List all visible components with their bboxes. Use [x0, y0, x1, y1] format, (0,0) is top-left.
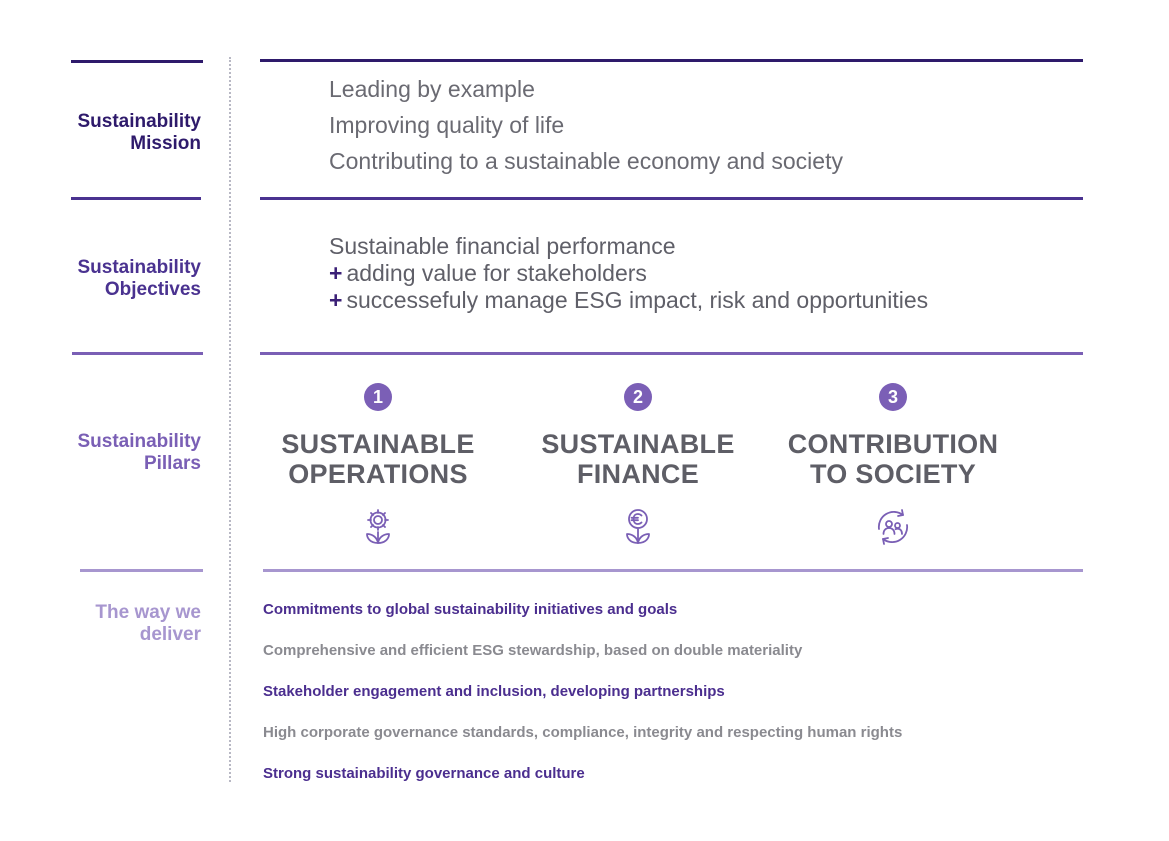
dotted-divider [229, 57, 231, 782]
pillar-contribution-to-society: 3 CONTRIBUTION TO SOCIETY [768, 383, 1018, 552]
pillar-number-badge: 1 [364, 383, 392, 411]
people-cycle-icon [877, 509, 909, 545]
mission-line-1: Leading by example [329, 76, 535, 102]
pillar-number-badge: 3 [879, 383, 907, 411]
pillar-title: SUSTAINABLE OPERATIONS [281, 429, 475, 489]
objective-line-3-text: successefuly manage ESG impact, risk and… [346, 287, 929, 313]
euro-plant-icon [626, 509, 650, 544]
pillars-label: Sustainability Pillars [77, 431, 201, 474]
mission-rule [260, 59, 1083, 62]
pillar-title: CONTRIBUTION TO SOCIETY [787, 429, 999, 489]
mission-left-rule [71, 60, 203, 63]
pillars-rule [260, 352, 1083, 355]
deliver-item-1: Commitments to global sustainability ini… [263, 601, 678, 618]
objective-line-2: + adding value for stakeholders [329, 260, 647, 287]
objectives-label: Sustainability Objectives [77, 257, 201, 300]
deliver-rule [263, 569, 1083, 572]
objective-line-3: + successefuly manage ESG impact, risk an… [329, 287, 928, 314]
objective-line-1: Sustainable financial performance [329, 233, 676, 259]
pillar-title: SUSTAINABLE FINANCE [541, 429, 735, 489]
deliver-item-4: High corporate governance standards, com… [263, 724, 903, 741]
objectives-rule [260, 197, 1083, 200]
pillars-left-rule [72, 352, 203, 355]
pillar-number-badge: 2 [624, 383, 652, 411]
deliver-item-5: Strong sustainability governance and cul… [263, 765, 585, 782]
plus-symbol: + [329, 260, 343, 286]
pillar-sustainable-operations: 1 SUSTAINABLE OPERATIONS [253, 383, 503, 552]
gear-plant-icon [366, 509, 390, 544]
objective-line-2-text: adding value for stakeholders [346, 260, 647, 286]
deliver-item-3: Stakeholder engagement and inclusion, de… [263, 683, 725, 700]
mission-label: Sustainability Mission [77, 111, 201, 154]
objectives-left-rule [71, 197, 201, 200]
plus-symbol: + [329, 287, 343, 313]
deliver-label: The way we deliver [95, 602, 201, 645]
deliver-item-2: Comprehensive and efficient ESG stewards… [263, 642, 803, 659]
deliver-left-rule [80, 569, 203, 572]
pillar-sustainable-finance: 2 SUSTAINABLE FINANCE [513, 383, 763, 552]
mission-line-2: Improving quality of life [329, 112, 565, 138]
mission-line-3: Contributing to a sustainable economy an… [329, 148, 843, 174]
